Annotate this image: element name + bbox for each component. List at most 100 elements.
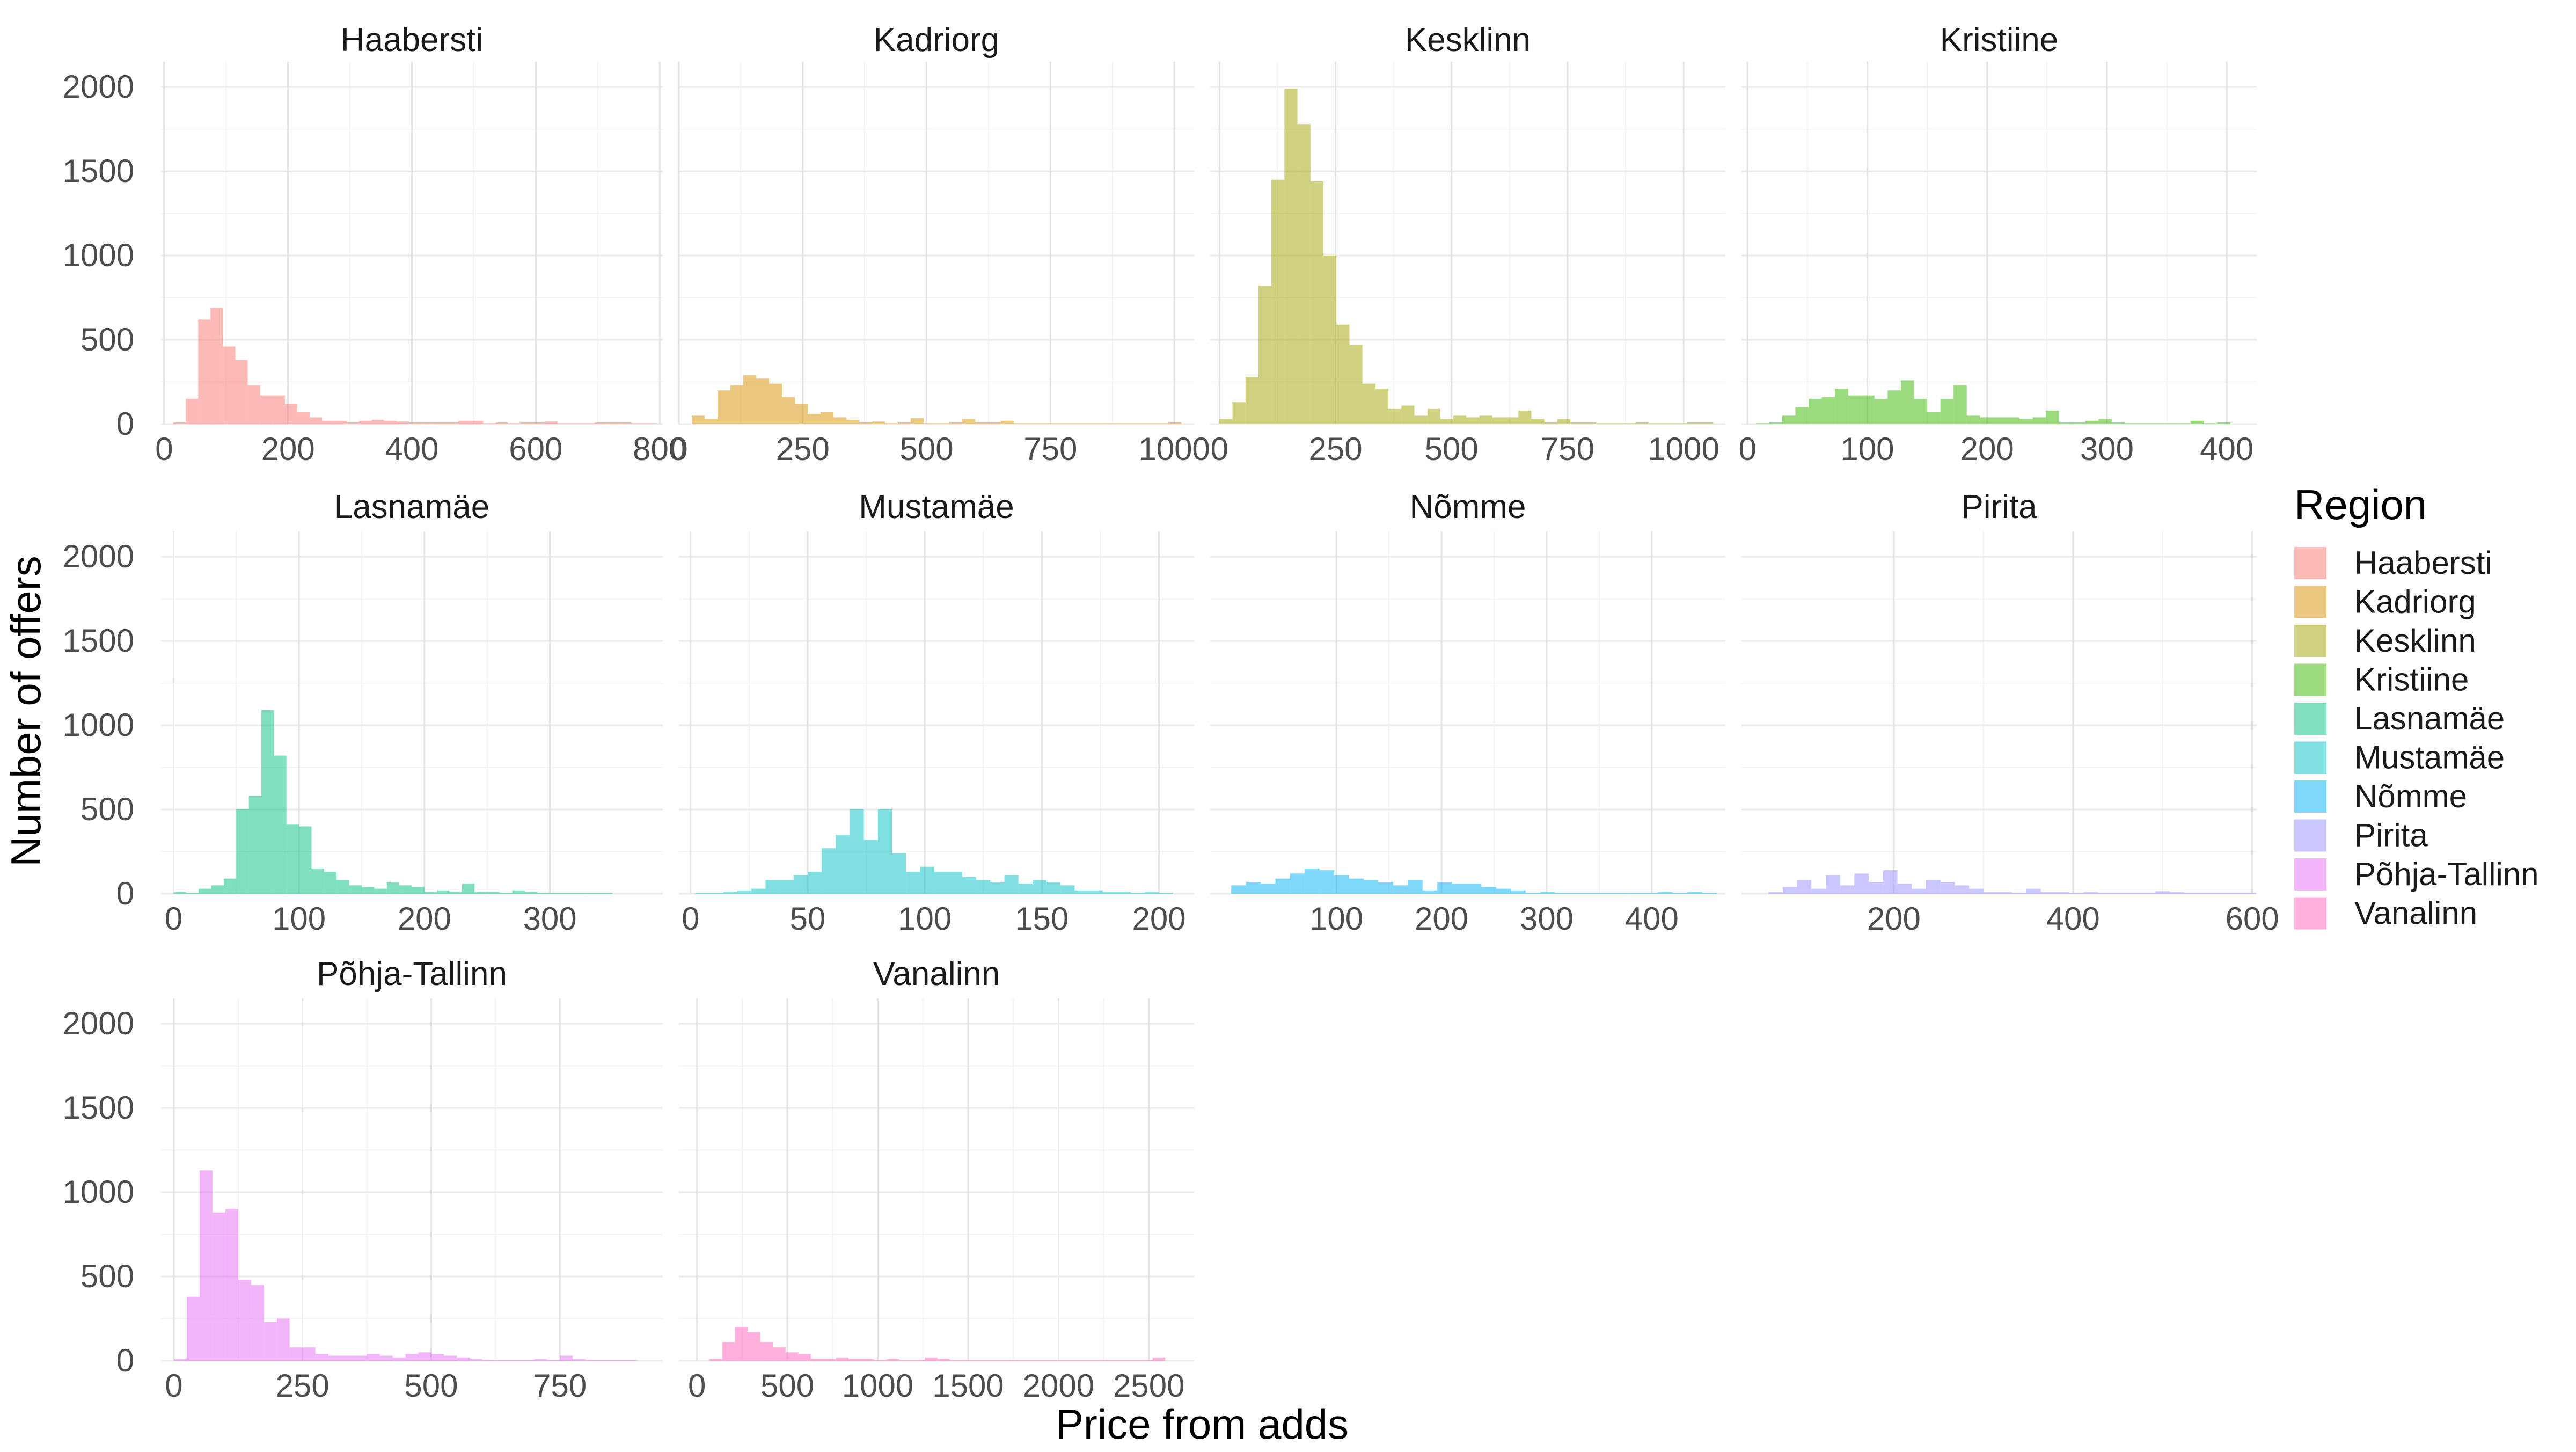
x-tick-label: 0 [1738,431,1756,467]
legend-title: Region [2294,481,2427,528]
histogram-bar [2098,419,2112,424]
histogram-bar [405,1354,419,1361]
histogram-bar [1980,417,1993,424]
x-tick-label: 0 [165,1368,182,1404]
histogram-bar [624,1360,638,1361]
histogram-bar [1051,1360,1064,1361]
legend-key-swatch [2294,741,2326,774]
histogram-bar [1955,885,1970,894]
panel-kadriorg: Kadriorg 0 250 500 750 1000 [670,21,1210,467]
histogram-bar [773,1347,786,1361]
histogram-bar [990,882,1005,894]
histogram-bar [211,885,224,894]
histogram-bar [1349,345,1363,424]
histogram-bar [1492,417,1506,424]
x-tick-label: 250 [776,431,830,467]
histogram-bar [1966,415,1980,424]
x-tick-label: 750 [533,1368,587,1404]
histogram-bar [311,868,324,894]
histogram-bar [846,420,859,424]
x-tick-label: 2500 [1113,1368,1184,1404]
y-tick-label: 500 [80,1258,134,1294]
histogram-bar [822,848,836,894]
histogram-bar [756,378,769,424]
y-tick-label: 0 [116,1342,134,1378]
histogram-bar [948,872,962,894]
histogram-bar [1453,415,1467,424]
histogram-bar [1334,875,1349,894]
panel-title-kristiine: Kristiine [1940,21,2059,59]
histogram-bar [859,422,872,424]
histogram-bar [906,872,920,894]
legend-item-kristiine: Kristiine [2294,662,2469,698]
histogram-bar [2198,893,2213,894]
histogram-bar [836,1357,849,1361]
histogram-bar [482,1360,496,1361]
x-tick-label: 100 [1840,431,1894,467]
histogram-bar [793,875,808,894]
histogram-bar [988,422,1001,424]
histogram-bar [274,755,287,894]
histogram-bar [1375,389,1389,424]
histogram-bar [798,1354,811,1361]
histogram-bar [1953,385,1967,424]
y-tick-label: 1500 [63,1090,134,1126]
histogram-bar [379,1355,393,1361]
histogram-bar [1555,893,1570,894]
histogram-bar [863,840,878,894]
histogram-bar [341,1355,354,1361]
histogram-bar [934,872,948,894]
histogram-bar [2012,893,2026,894]
histogram-bar [315,1354,328,1361]
histogram-bar [1246,882,1261,894]
histogram-bar [785,1352,799,1361]
histogram-bar [2184,893,2199,894]
histogram-bar [1926,880,1941,894]
histogram-bar [836,835,850,894]
histogram-bar [1584,893,1599,894]
histogram-bar [1040,423,1052,424]
histogram-bar [284,404,297,424]
histogram-bar [1127,1360,1140,1361]
histogram-bar [1674,423,1688,424]
histogram-bar [1983,892,1998,894]
histogram-bar [560,1355,573,1361]
histogram-bar [1496,888,1511,894]
histogram-bar [1848,395,1862,424]
x-tick-label: 200 [1415,901,1468,937]
histogram-bar [808,414,821,424]
x-tick-label: 1000 [1138,431,1210,467]
histogram-bar [1104,423,1117,424]
histogram-bar [1883,870,1898,894]
x-tick-label: 0 [1211,431,1228,467]
histogram-bar [324,872,337,894]
histogram-bar [547,1360,560,1361]
legend-label: Vanalinn [2354,895,2477,931]
legend-item-pirita: Pirita [2294,818,2428,853]
histogram-bar [2026,888,2041,894]
y-tick-label: 500 [80,322,134,357]
histogram-bar [872,421,885,424]
histogram-bar [1159,893,1173,894]
histogram-bar [1969,888,1984,894]
histogram-bar [1687,892,1702,894]
histogram-bar [1145,892,1159,894]
histogram-bar [1117,892,1131,894]
histogram-bar [1231,885,1246,894]
legend-key-swatch [2294,547,2326,579]
legend-item-lasnamae: Lasnamäe [2294,701,2505,736]
histogram-bar [810,1359,824,1361]
histogram-bar [1609,423,1622,424]
histogram-bar [1219,419,1233,424]
legend-label: Kristiine [2354,662,2469,698]
histogram-bar [186,398,199,424]
histogram-bar [1336,324,1350,424]
panel-title-kadriorg: Kadriorg [874,21,999,59]
histogram-bar [1479,415,1492,424]
y-tick-label: 2000 [63,1005,134,1041]
x-tick-label: 200 [261,431,315,467]
histogram-bar [2151,423,2165,424]
histogram-bar [1673,893,1688,894]
